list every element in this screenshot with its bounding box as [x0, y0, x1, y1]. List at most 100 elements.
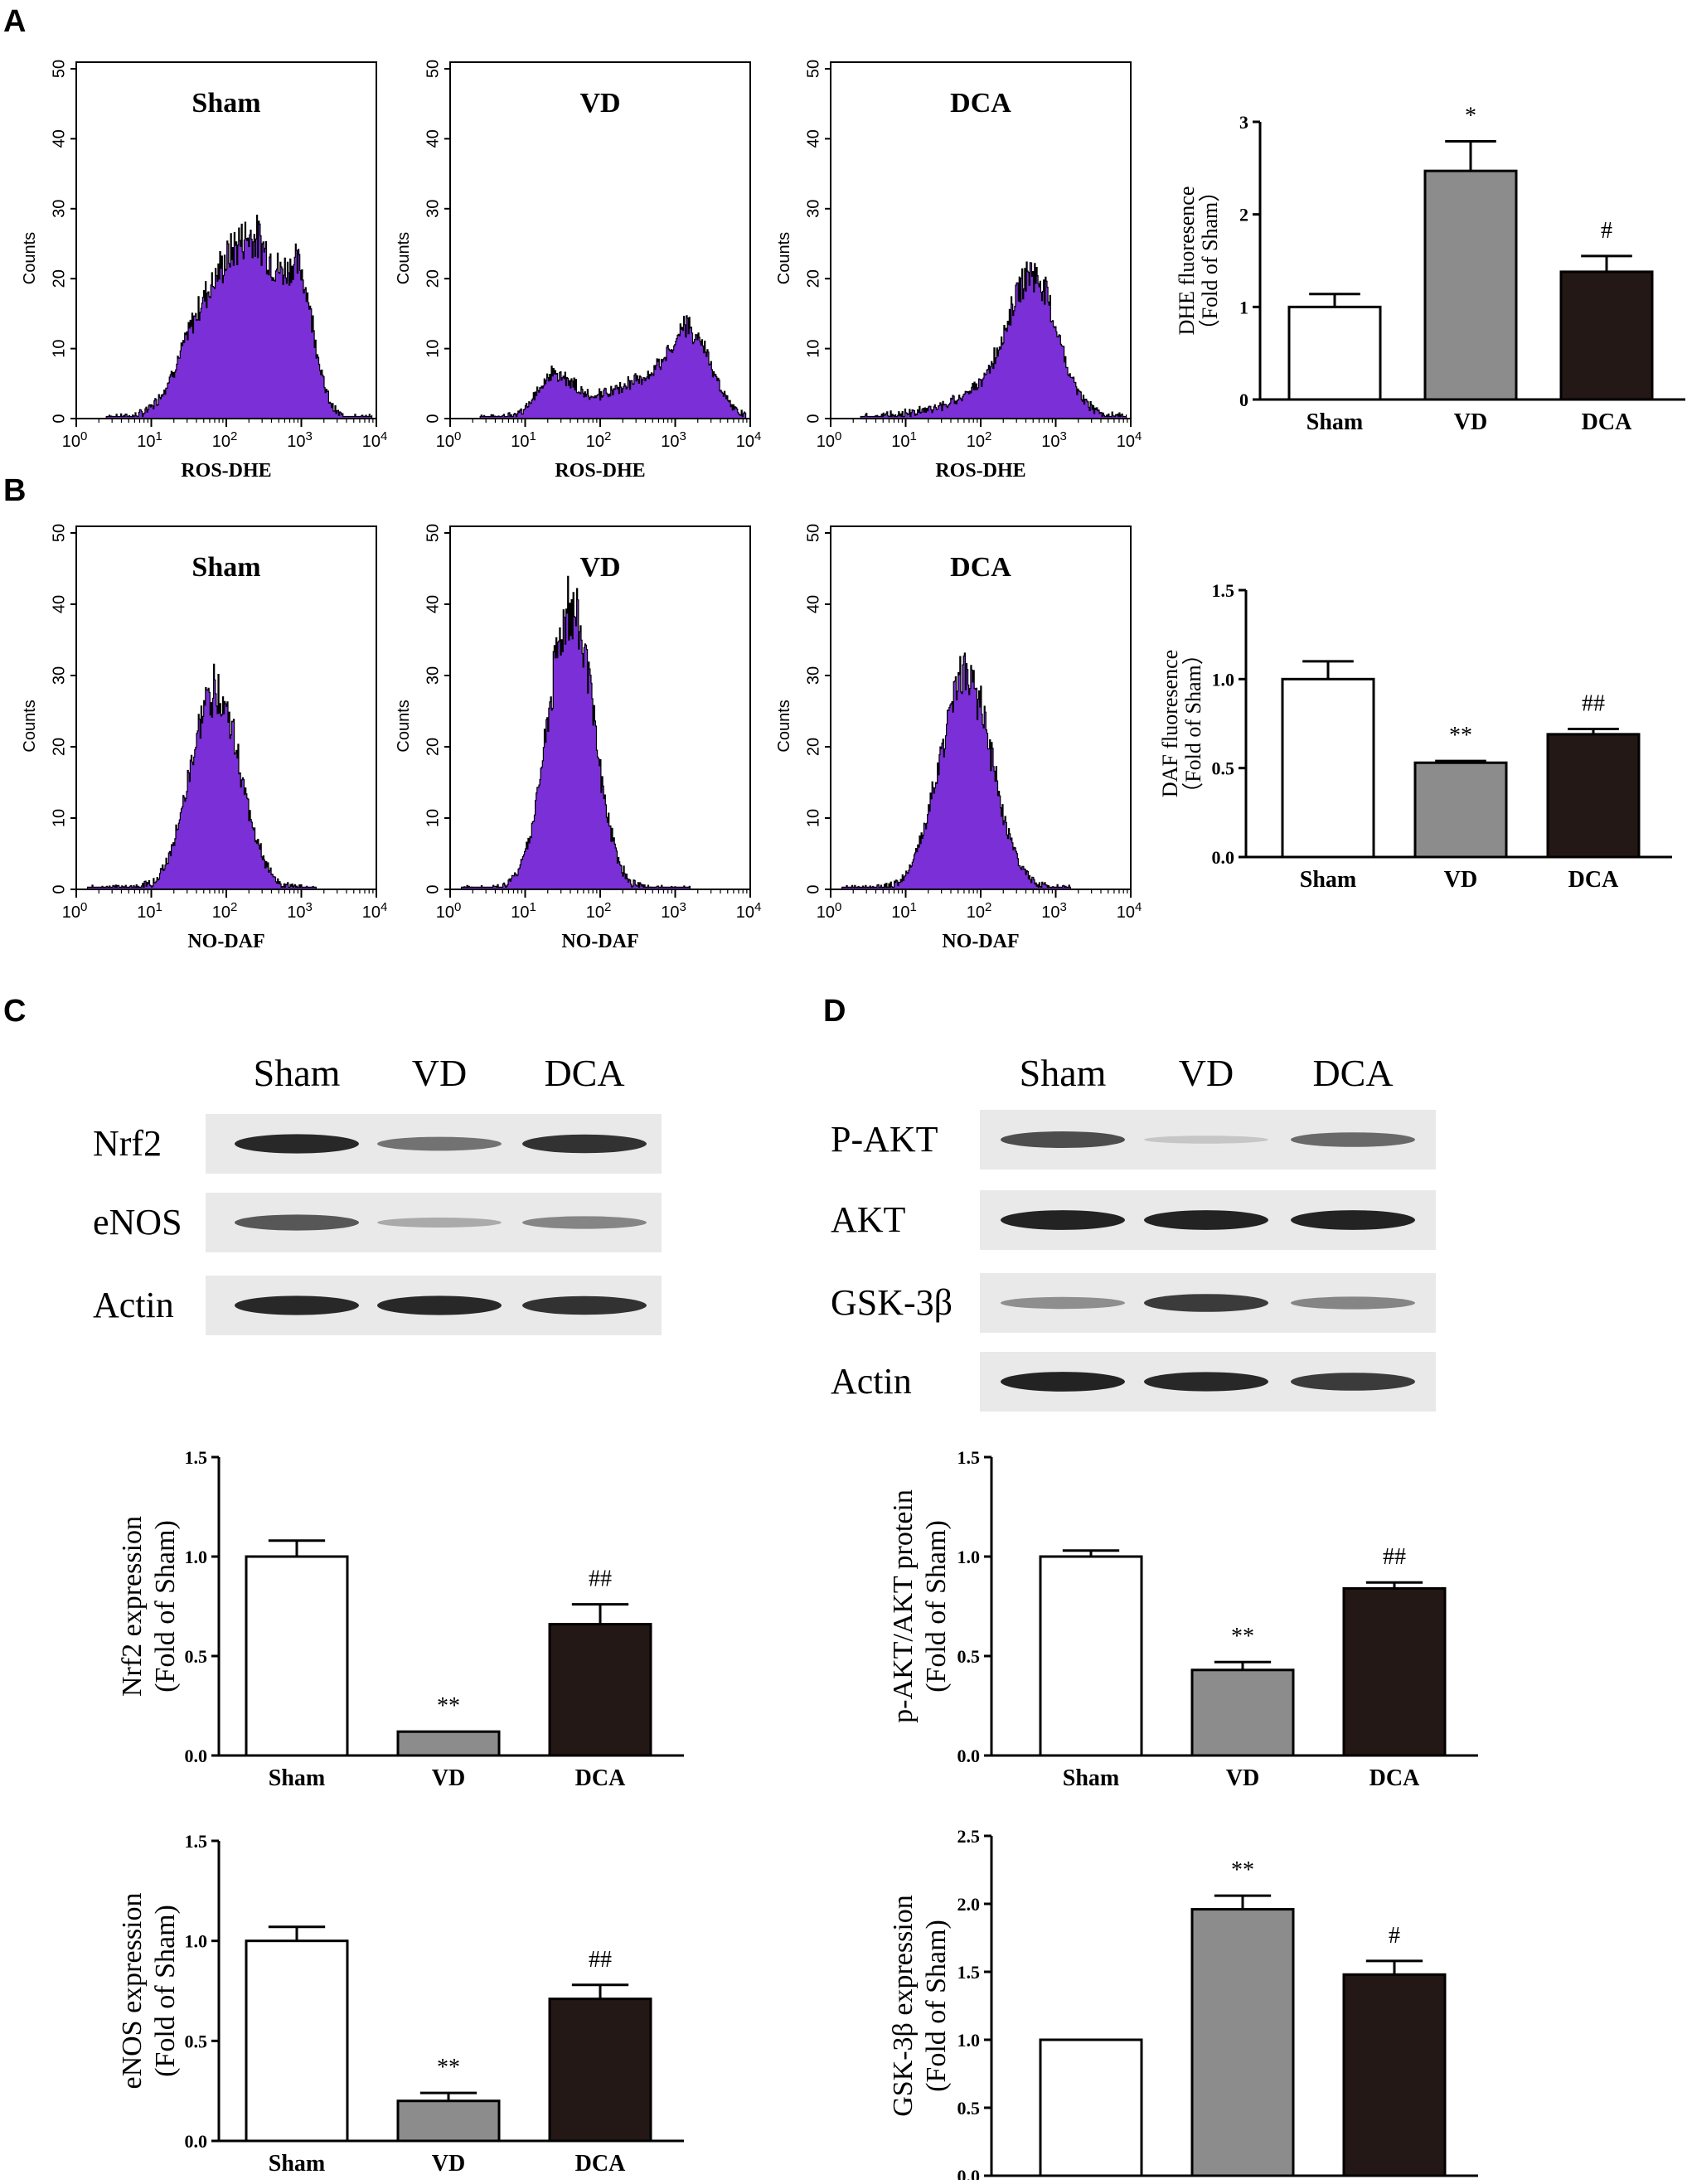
y-tick-label: 3: [1239, 112, 1248, 133]
y-tick-label: 1.5: [957, 1447, 981, 1468]
bar-chart-daf: 0.0 0.5 1.0 1.5 Sham ** VD ## DCA DAF fluoresence…: [1158, 580, 1672, 893]
category-label: DCA: [1369, 1765, 1420, 1791]
y-tick-label: 0.5: [1212, 758, 1235, 779]
category-label: DCA: [1568, 867, 1619, 893]
significance-marker: #: [1601, 218, 1612, 244]
blot-band: [377, 1136, 502, 1151]
y-tick-label: 40: [804, 129, 822, 148]
blot-column-label: DCA: [1312, 1052, 1393, 1094]
category-label: Sham: [269, 2151, 325, 2177]
y-tick-label: 1.0: [1212, 669, 1235, 690]
y-axis-label: DAF fluoresence: [1158, 650, 1182, 797]
y-tick-label: 10: [424, 339, 442, 357]
bar-chart-dhe: 0 1 2 3 Sham * VD # DCA DHE fluoresence （Fold of S…: [1175, 103, 1685, 435]
blot-row-label: Actin: [831, 1361, 912, 1402]
y-tick-label: 30: [804, 200, 822, 218]
x-tick-label: 100: [817, 900, 842, 923]
group-label: VD: [579, 88, 620, 119]
x-axis-label: NO-DAF: [561, 931, 638, 952]
histogram-b-vd: 0 10 20 30 40 50 Counts 100 101 102 103 104 NO-DAF VD: [395, 524, 761, 952]
y-tick-label: 40: [50, 595, 68, 613]
y-tick-label: 10: [804, 339, 822, 357]
y-tick-label: 20: [424, 738, 442, 756]
y-tick-label: 10: [50, 339, 68, 357]
blot-panel-d: Sham VD DCA P-AKT AKT GSK-3β Actin: [831, 1052, 1436, 1412]
y-tick-label: 2: [1239, 205, 1248, 225]
y-tick-label: 50: [804, 60, 822, 78]
y-tick-label: 1.5: [957, 1962, 981, 1983]
x-tick-label: 104: [1117, 900, 1142, 923]
significance-marker: ##: [589, 1567, 612, 1592]
y-tick-label: 20: [50, 269, 68, 288]
y-tick-label: 50: [424, 524, 442, 542]
blot-band: [522, 1134, 647, 1154]
y-tick-label: 2.5: [957, 1826, 981, 1847]
x-axis-label: NO-DAF: [187, 931, 264, 952]
significance-marker: ##: [1383, 1544, 1406, 1570]
x-axis-label: ROS-DHE: [181, 460, 271, 482]
panel-label-b: B: [3, 473, 26, 508]
x-tick-label: 102: [967, 900, 992, 923]
significance-marker: **: [1231, 1624, 1254, 1649]
significance-marker: ##: [589, 1947, 612, 1973]
blot-band: [1291, 1210, 1415, 1230]
y-axis-label: eNOS expression: [117, 1892, 148, 2089]
bar-sham: [1281, 677, 1375, 859]
x-tick-label: 104: [736, 429, 762, 452]
category-label: VD: [1444, 867, 1477, 893]
y-tick-label: 0: [424, 414, 442, 423]
bar-sham: [245, 1555, 349, 1757]
x-tick-label: 101: [137, 900, 162, 923]
x-tick-label: 101: [511, 429, 536, 452]
x-tick-label: 100: [436, 429, 462, 452]
y-tick-label: 1.5: [185, 1447, 208, 1468]
western-blot-layer: Sham VD DCA Nrf2 eNOS Actin Sham VD DCA P-AKT AKT G…: [93, 1052, 1436, 1412]
significance-marker: #: [1389, 1923, 1400, 1949]
category-label: DCA: [1582, 409, 1632, 435]
blot-band: [1001, 1131, 1125, 1148]
y-tick-label: 0.0: [185, 1746, 208, 1766]
bar-sham: [1039, 2038, 1143, 2177]
x-tick-label: 102: [586, 900, 612, 923]
y-tick-label: 1.0: [185, 1931, 208, 1952]
bar-dca: [1342, 1973, 1447, 2177]
blot-band: [377, 1295, 502, 1315]
bar-sham: [1287, 305, 1382, 401]
x-axis-label: ROS-DHE: [555, 460, 645, 482]
x-tick-label: 103: [661, 900, 686, 923]
y-tick-label: 0.0: [185, 2131, 208, 2152]
y-tick-label: 30: [424, 666, 442, 685]
histogram-area: [860, 261, 1127, 419]
x-tick-label: 102: [967, 429, 992, 452]
histogram-a-sham: 0 10 20 30 40 50 Counts 100 101 102 103 104 ROS-DHE S…: [21, 60, 387, 482]
category-label: Sham: [269, 1765, 325, 1791]
blot-band: [1001, 1210, 1125, 1230]
group-label: DCA: [950, 552, 1011, 583]
bar-vd: [396, 1730, 501, 1757]
y-tick-label: 40: [424, 595, 442, 613]
x-tick-label: 101: [511, 900, 536, 923]
bar-vd: [1190, 1668, 1295, 1757]
bar-chart-enos: 0.0 0.5 1.0 1.5 Sham ** VD ## DCA eNOS expression…: [117, 1831, 684, 2177]
y-tick-label: 40: [50, 129, 68, 148]
group-label: Sham: [191, 552, 260, 583]
y-tick-label: 0: [50, 884, 68, 893]
bar-dca: [1546, 733, 1641, 859]
blot-row-label: Actin: [93, 1285, 174, 1325]
significance-marker: *: [1465, 103, 1476, 128]
blot-band: [1144, 1294, 1268, 1312]
y-tick-label: 40: [804, 595, 822, 613]
significance-marker: **: [1231, 1857, 1254, 1883]
y-tick-label: 30: [424, 200, 442, 218]
y-axis-label: Counts: [21, 700, 39, 752]
bar-sham: [1039, 1555, 1143, 1757]
blot-band: [1001, 1372, 1125, 1392]
x-tick-label: 100: [62, 900, 88, 923]
blot-band: [522, 1295, 647, 1315]
y-tick-label: 10: [804, 809, 822, 827]
category-label: VD: [432, 1765, 465, 1791]
y-tick-label: 20: [804, 269, 822, 288]
y-axis-label: DHE fluoresence: [1175, 186, 1199, 336]
y-tick-label: 0: [804, 414, 822, 423]
